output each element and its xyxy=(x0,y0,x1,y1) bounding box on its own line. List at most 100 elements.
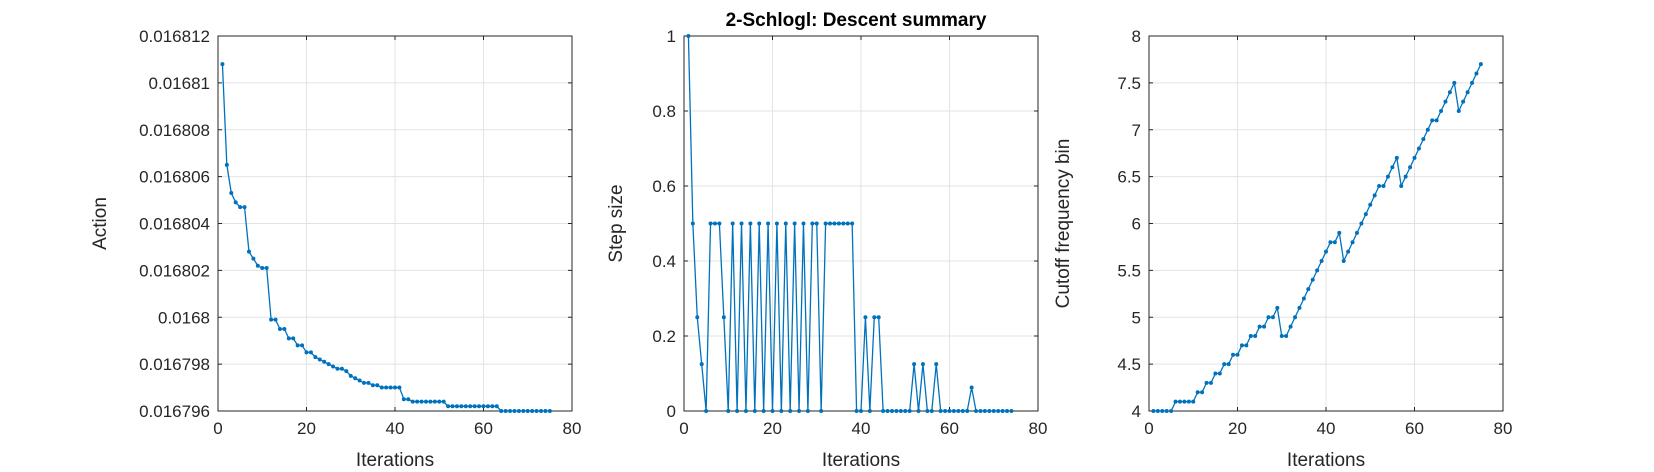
data-point xyxy=(925,409,930,413)
data-point xyxy=(934,362,939,367)
x-tick-label: 80 xyxy=(1494,419,1513,438)
y-tick-label: 4 xyxy=(1132,402,1141,421)
data-point xyxy=(379,385,384,390)
data-point xyxy=(1182,399,1187,404)
data-point xyxy=(903,409,908,413)
data-point xyxy=(974,409,979,413)
data-point xyxy=(752,409,757,413)
data-point xyxy=(996,409,1001,413)
data-point xyxy=(969,385,974,390)
data-point xyxy=(441,399,446,404)
data-point xyxy=(1456,109,1461,113)
y-axis-label: Cutoff frequency bin xyxy=(1053,139,1074,309)
data-point xyxy=(1248,334,1253,338)
data-point xyxy=(1301,296,1306,301)
data-point xyxy=(1000,409,1005,413)
data-point xyxy=(805,409,810,413)
data-point xyxy=(1244,343,1249,348)
x-tick-label: 80 xyxy=(1029,419,1048,438)
data-point xyxy=(419,399,424,404)
y-tick-label: 0.016808 xyxy=(139,121,210,140)
data-point xyxy=(370,383,375,388)
data-point xyxy=(547,409,552,413)
data-point xyxy=(530,409,535,413)
data-point xyxy=(1443,99,1448,104)
data-point xyxy=(384,385,389,390)
data-point xyxy=(1461,99,1466,104)
data-point xyxy=(1191,399,1196,404)
data-point xyxy=(432,399,437,404)
data-point xyxy=(1262,324,1267,329)
y-tick-label: 8 xyxy=(1132,27,1141,46)
data-point xyxy=(1337,230,1342,235)
data-point xyxy=(242,205,247,210)
data-point xyxy=(797,409,802,413)
data-point xyxy=(1231,352,1236,357)
data-point xyxy=(255,263,260,268)
data-point xyxy=(1341,259,1346,263)
x-tick-label: 60 xyxy=(474,419,493,438)
data-point xyxy=(867,409,872,413)
x-tick-label: 40 xyxy=(1317,419,1336,438)
data-point xyxy=(788,409,793,413)
y-tick-label: 0.016812 xyxy=(139,27,210,46)
data-point xyxy=(1208,380,1213,385)
data-point xyxy=(735,409,740,413)
data-point xyxy=(1368,202,1373,207)
data-point xyxy=(543,409,548,413)
chart-title: 2-Schlogl: Descent summary xyxy=(726,10,987,31)
data-point xyxy=(450,404,455,409)
data-point xyxy=(1452,80,1457,85)
data-point xyxy=(920,362,925,367)
data-point xyxy=(238,205,243,210)
y-tick-label: 7 xyxy=(1132,121,1141,140)
data-point xyxy=(269,317,274,322)
data-point xyxy=(521,409,526,413)
data-point xyxy=(1408,165,1413,170)
panel-2: 0 20 40 60 80 0 0.2 0.4 0.6 0.8 1 Iterations Step si… xyxy=(606,27,1047,471)
data-point xyxy=(446,404,451,409)
data-point xyxy=(397,385,402,390)
data-point xyxy=(766,221,771,226)
data-point xyxy=(1430,118,1435,123)
data-point xyxy=(1253,334,1258,338)
data-point xyxy=(1399,184,1404,188)
data-point xyxy=(708,221,713,226)
data-point xyxy=(1200,390,1205,395)
x-axis-label: Iterations xyxy=(1287,450,1365,471)
data-point xyxy=(331,364,336,369)
data-point xyxy=(743,409,748,413)
data-point xyxy=(956,409,961,413)
y-tick-label: 6 xyxy=(1132,215,1141,234)
data-point xyxy=(481,404,486,409)
data-point xyxy=(1293,315,1298,320)
data-point xyxy=(1222,362,1227,367)
data-point xyxy=(1465,90,1470,95)
data-point xyxy=(947,409,952,413)
y-tick-label: 0.8 xyxy=(652,102,676,121)
y-tick-label: 0 xyxy=(667,402,676,421)
data-point xyxy=(1005,409,1010,413)
x-tick-label: 20 xyxy=(297,419,316,438)
data-point xyxy=(1403,174,1408,179)
data-point xyxy=(1474,71,1479,76)
data-point xyxy=(1372,193,1377,198)
y-tick-label: 0.0168 xyxy=(158,308,210,327)
data-point xyxy=(845,221,850,226)
data-point xyxy=(695,315,700,320)
data-point xyxy=(850,221,855,226)
data-point xyxy=(1470,80,1475,85)
data-point xyxy=(353,376,358,381)
data-point xyxy=(264,266,269,271)
data-point xyxy=(224,162,229,167)
data-point xyxy=(459,404,464,409)
data-point xyxy=(1315,268,1320,273)
data-point xyxy=(792,221,797,226)
data-point xyxy=(428,399,433,404)
data-point xyxy=(889,409,894,413)
data-point xyxy=(783,221,788,226)
data-point xyxy=(832,221,837,226)
data-point xyxy=(477,404,482,409)
data-point xyxy=(779,409,784,413)
data-point xyxy=(503,409,508,413)
